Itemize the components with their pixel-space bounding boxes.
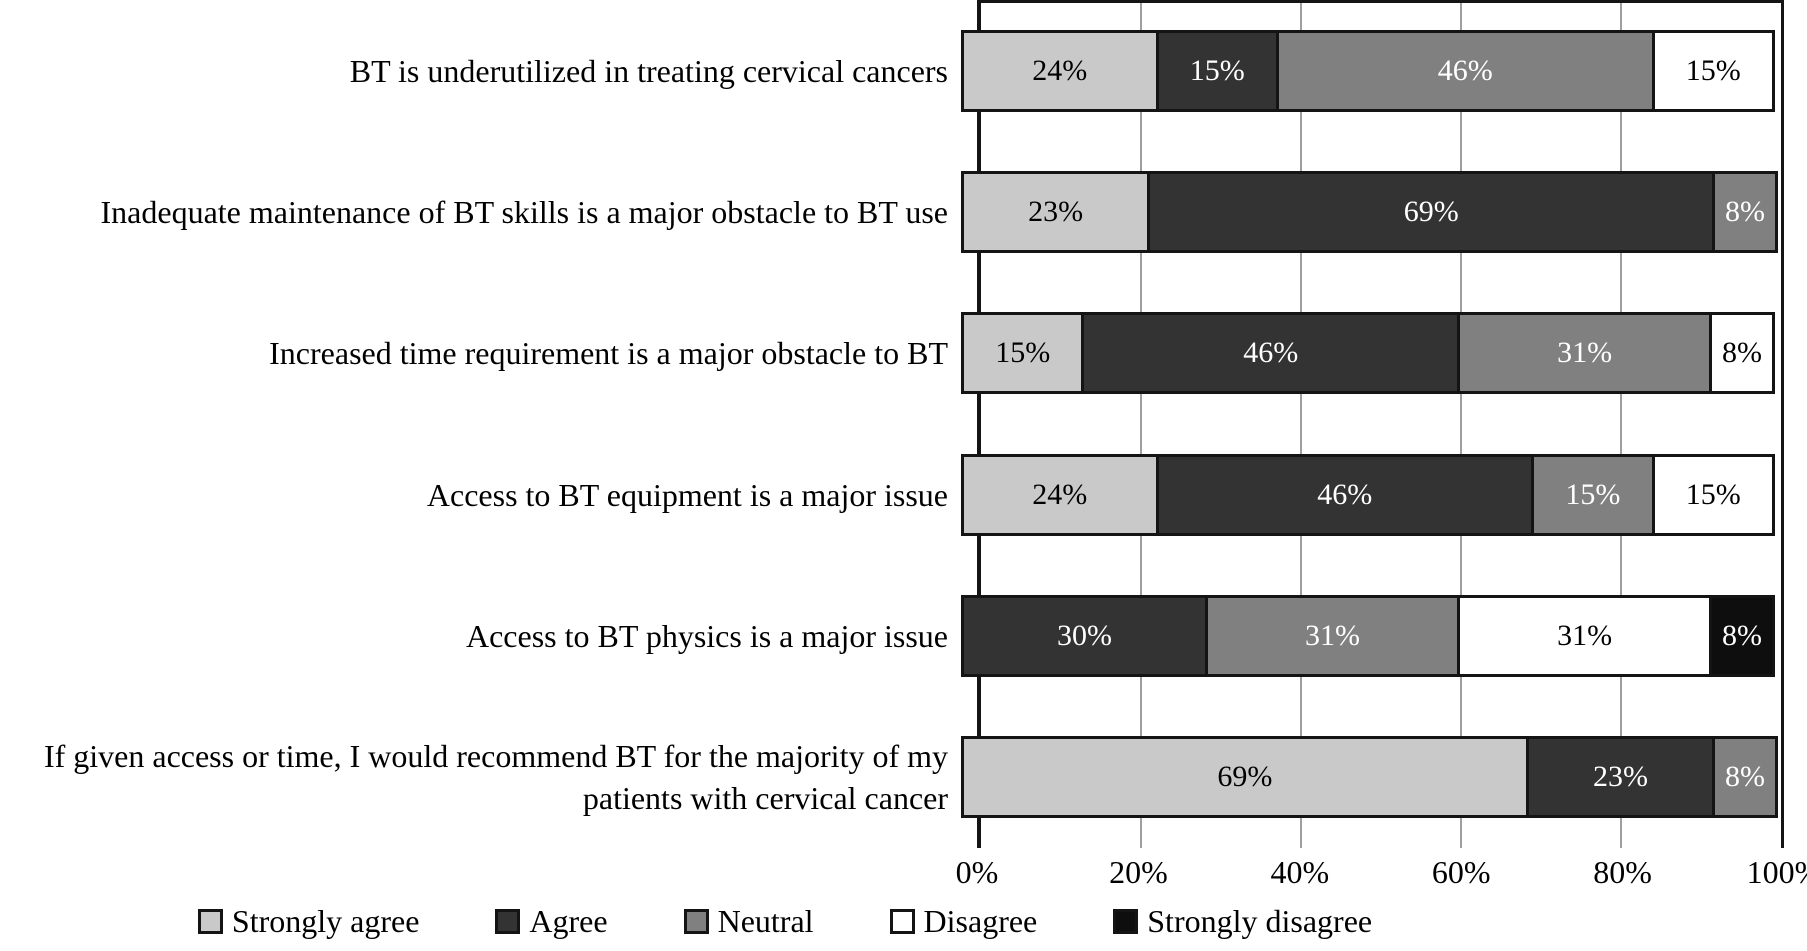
category-label: If given access or time, I would recomme… [43, 738, 948, 817]
bar-segment-disagree: 8% [1709, 312, 1775, 395]
plot-area [977, 0, 1784, 848]
legend-label: Strongly disagree [1147, 903, 1373, 939]
legend-label: Neutral [717, 903, 814, 939]
chart-rows: BT is underutilized in treating cervical… [0, 0, 1784, 848]
category-label: Inadequate maintenance of BT skills is a… [100, 193, 948, 230]
chart-row: Increased time requirement is a major ob… [0, 283, 1784, 424]
stacked-bar: 69% 23% 8% [961, 736, 1784, 819]
bar-segment-agree: 69% [1147, 170, 1716, 253]
bar-segment-neutral: 46% [1275, 29, 1655, 112]
chart-row: Access to BT equipment is a major issue 2… [0, 424, 1784, 565]
x-tick-label: 60% [1431, 854, 1491, 890]
bar-segment-strongly-agree: 23% [961, 170, 1151, 253]
stacked-bar: 30% 31% 31% 8% [961, 594, 1784, 677]
bar-segment-strongly-agree: 24% [961, 29, 1159, 112]
chart-row: Access to BT physics is a major issue 30%… [0, 565, 1784, 706]
x-tick-label: 40% [1270, 854, 1330, 890]
legend-swatch-strongly-disagree [1113, 909, 1139, 934]
bar-segment-neutral: 8% [1712, 170, 1778, 253]
category-label: BT is underutilized in treating cervical… [349, 52, 948, 89]
legend-swatch-disagree [889, 909, 915, 934]
legend-item-disagree: Disagree [889, 903, 1038, 940]
legend-label: Strongly agree [231, 903, 420, 939]
legend-item-neutral: Neutral [683, 903, 814, 940]
stacked-bar: 15% 46% 31% 8% [961, 312, 1784, 395]
category-label: Access to BT equipment is a major issue [426, 476, 948, 513]
x-tick-label: 0% [955, 854, 999, 890]
bar-segment-strongly-agree: 69% [961, 736, 1529, 819]
gridline-20% [1140, 3, 1142, 848]
bar-segment-agree: 46% [1155, 453, 1535, 536]
chart-row: BT is underutilized in treating cervical… [0, 0, 1784, 141]
legend-swatch-strongly-agree [197, 909, 223, 934]
bar-segment-disagree: 15% [1651, 453, 1775, 536]
bar-segment-disagree: 31% [1457, 594, 1713, 677]
chart-row: Inadequate maintenance of BT skills is a… [0, 141, 1784, 282]
x-tick-label: 20% [1109, 854, 1168, 890]
x-tick-label: 100% [1746, 854, 1807, 890]
legend: Strongly agree Agree Neutral Disagree Strong… [0, 903, 1570, 940]
legend-swatch-neutral [683, 909, 709, 934]
legend-label: Agree [529, 903, 608, 939]
category-label: Access to BT physics is a major issue [465, 617, 948, 654]
legend-item-strongly-disagree: Strongly disagree [1113, 903, 1372, 940]
stacked-bar: 24% 46% 15% 15% [961, 453, 1784, 536]
gridline-80% [1620, 3, 1622, 848]
bar-segment-strongly-disagree: 8% [1709, 594, 1775, 677]
bar-segment-agree: 23% [1525, 736, 1716, 819]
category-label: Increased time requirement is a major ob… [269, 335, 948, 372]
legend-item-strongly-agree: Strongly agree [197, 903, 420, 940]
legend-item-agree: Agree [495, 903, 608, 940]
bar-segment-disagree: 15% [1651, 29, 1775, 112]
bar-segment-agree: 30% [961, 594, 1208, 677]
x-axis: 0% 20% 40% 60% 80% 100% [956, 854, 1807, 896]
bar-segment-neutral: 31% [1457, 312, 1713, 395]
legend-swatch-agree [495, 909, 521, 934]
bar-segment-strongly-agree: 15% [961, 312, 1085, 395]
chart-row: If given access or time, I would recomme… [0, 707, 1784, 848]
bar-segment-agree: 46% [1081, 312, 1461, 395]
bar-segment-neutral: 31% [1204, 594, 1461, 677]
stacked-bar: 24% 15% 46% 15% [961, 29, 1784, 112]
gridline-40% [1300, 3, 1302, 848]
bar-segment-neutral: 8% [1712, 736, 1778, 819]
bar-segment-neutral: 15% [1531, 453, 1655, 536]
legend-label: Disagree [923, 903, 1038, 939]
bar-segment-agree: 15% [1155, 29, 1279, 112]
bar-segment-strongly-agree: 24% [961, 453, 1159, 536]
gridline-60% [1460, 3, 1462, 848]
stacked-bar: 23% 69% 8% [961, 170, 1784, 253]
x-tick-label: 80% [1593, 854, 1652, 890]
